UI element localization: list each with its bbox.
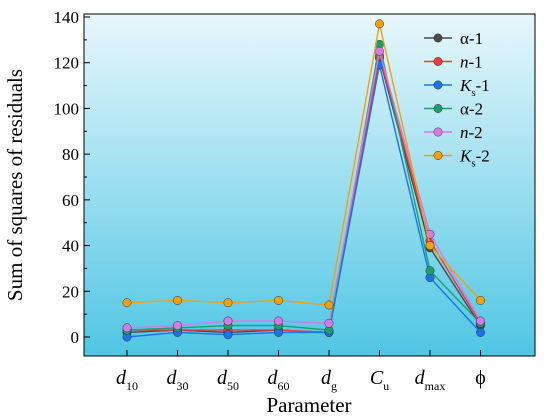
data-point [425,266,435,276]
y-tick-label: 40 [62,237,79,256]
x-axis-label: Parameter [266,393,351,417]
x-tick-label: Cu [370,367,389,393]
legend-label: Ks-2 [459,147,490,170]
data-point [476,327,485,337]
legend-item: Ks-1 [424,76,490,99]
series-5 [122,46,485,333]
series-line [126,64,482,338]
x-axis: d10 d30 d50 d60 dg Cu dmax ϕ [116,350,486,393]
y-tick-label: 0 [71,328,80,347]
legend-item: α-2 [424,100,483,119]
x-tick-label: d50 [217,367,239,393]
legend-marker [433,57,443,66]
data-point [274,295,283,305]
series-line [126,51,482,329]
x-tick-label: dmax [415,367,446,393]
y-tick-label: 80 [62,145,79,164]
legend-item: α-1 [424,29,483,48]
legend-marker [433,33,443,43]
data-point [324,300,334,310]
y-tick-label: 140 [54,8,80,27]
legend-marker [433,151,443,160]
y-tick-label: 20 [62,282,79,301]
y-tick-label: 120 [54,54,80,73]
legend-item: Ks-2 [424,147,490,170]
data-point [425,241,435,251]
data-point [324,318,334,328]
data-point [274,316,283,326]
data-point [223,330,233,340]
legend-item: n-1 [424,53,483,72]
legend-marker [433,80,443,90]
series-line [126,44,482,331]
series-6 [122,19,485,310]
data-point [173,295,182,305]
data-point [476,295,485,305]
x-tick-label: ϕ [475,367,486,389]
legend-marker [433,127,443,137]
y-tick-label: 100 [54,99,80,118]
data-point [375,19,384,29]
data-point [122,298,132,308]
legend: α-1 n-1 Ks-1α-2 n-2 Ks-2 [424,29,490,170]
y-tick-label: 60 [62,191,79,210]
y-axis-label: Sum of squares of residuals [3,69,27,301]
data-point [223,298,233,308]
legend-label: α-1 [460,29,483,48]
plot-area [83,13,536,357]
legend-label: Ks-1 [459,76,490,99]
series-layer [122,19,485,342]
x-tick-label: dg [321,367,337,393]
legend-marker [433,104,443,113]
legend-label: n-1 [460,53,483,72]
y-axis: 0 20 40 60 80 100 120 140 [54,8,90,347]
legend-label: n-2 [460,123,483,142]
data-point [173,321,182,331]
data-point [122,323,132,333]
data-point [223,316,233,326]
x-tick-label: d30 [167,367,189,393]
legend-label: α-2 [460,100,483,119]
data-point [375,46,384,56]
legend-item: n-2 [424,123,483,142]
series-3 [122,60,485,342]
series-line [126,23,482,306]
data-point [476,316,485,326]
x-tick-label: d60 [268,367,290,393]
x-tick-label: d10 [116,367,138,393]
